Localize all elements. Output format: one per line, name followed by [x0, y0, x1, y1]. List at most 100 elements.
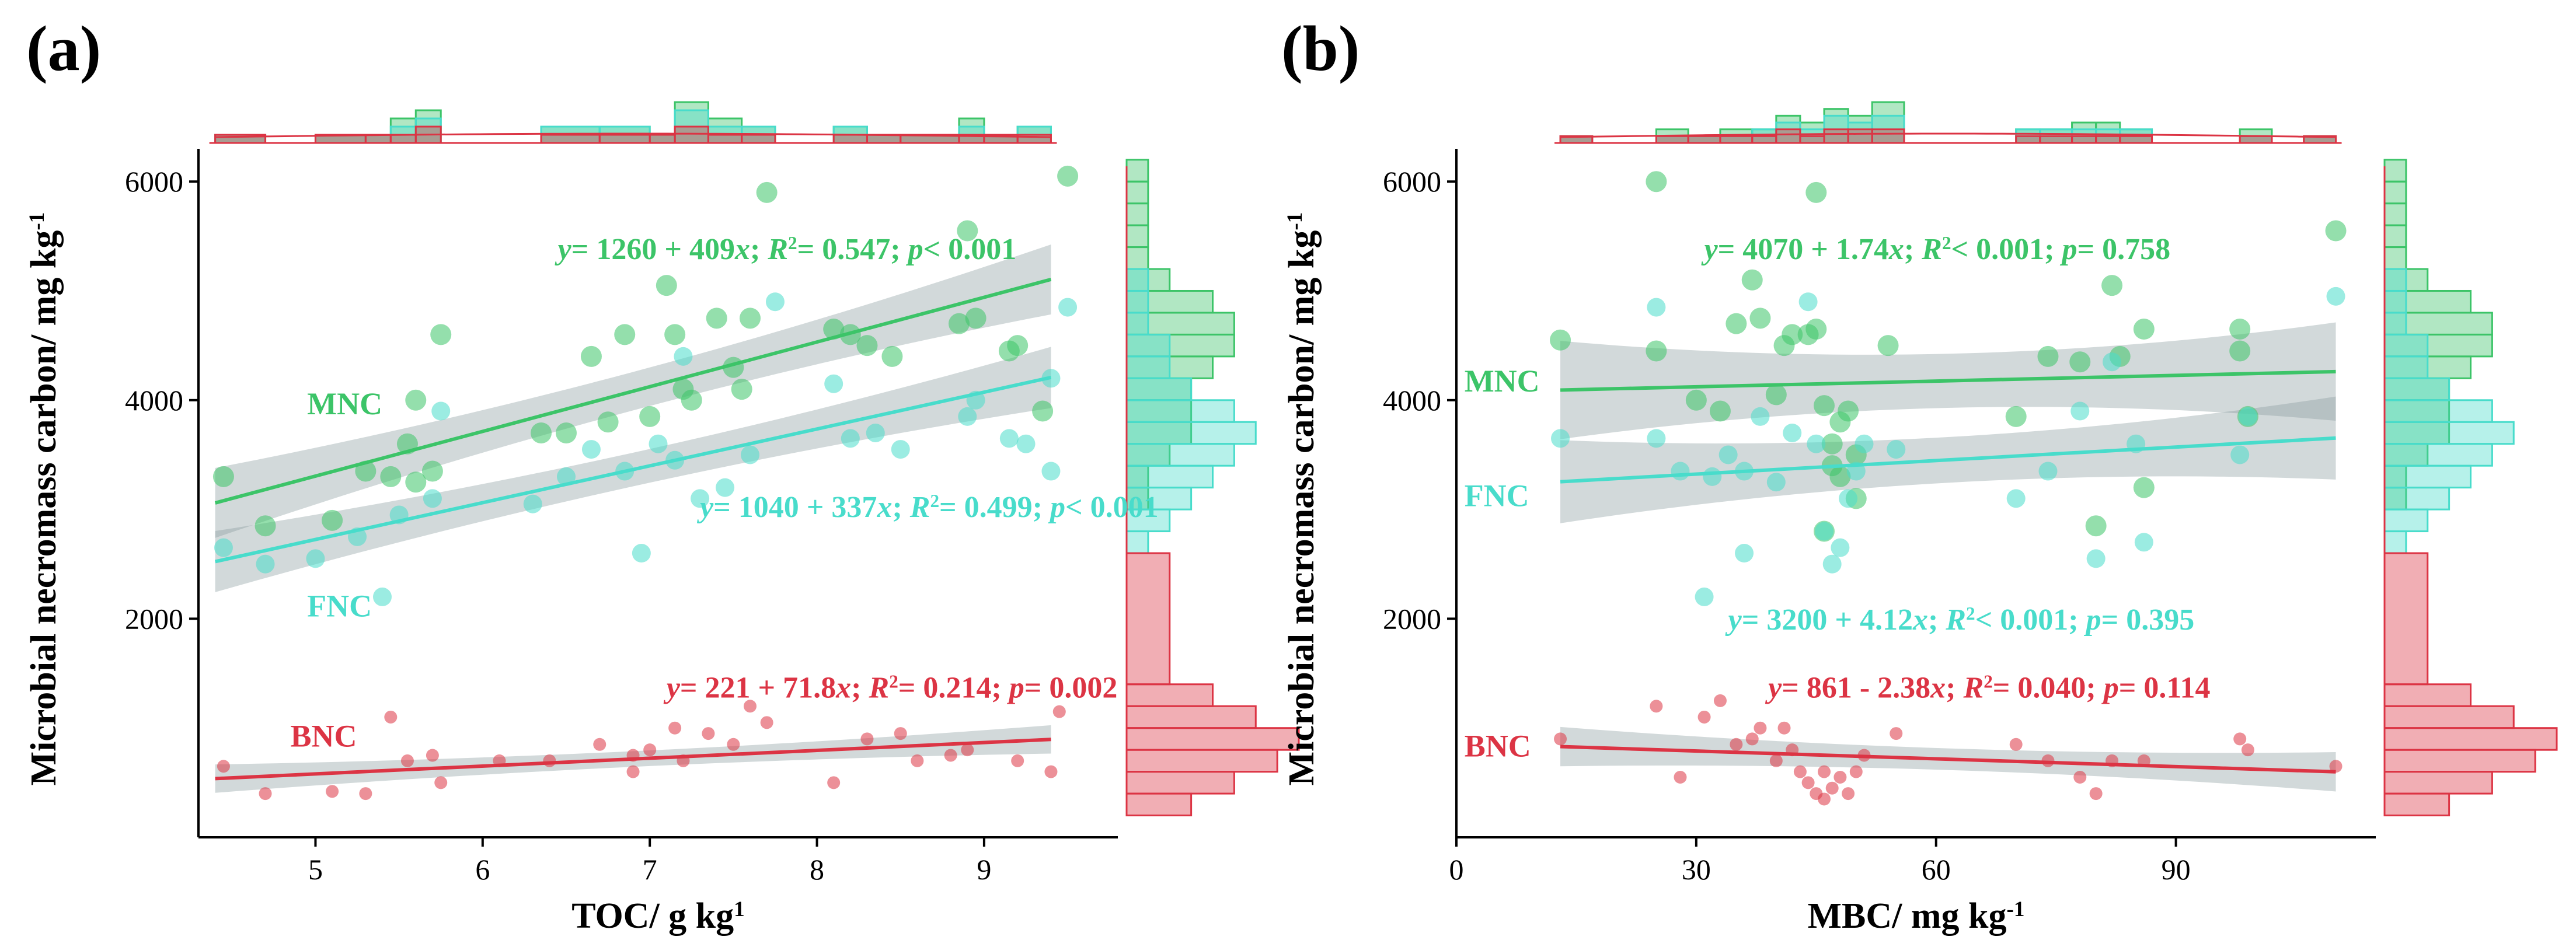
data-point — [626, 765, 640, 778]
data-point — [961, 743, 974, 757]
points-bnc — [1554, 694, 2343, 806]
data-point — [1818, 792, 1831, 806]
data-point — [1793, 765, 1807, 778]
x-tick-label: 6 — [475, 853, 490, 886]
fit-line-mnc — [1560, 369, 2336, 392]
data-point — [1719, 445, 1738, 464]
series-label-bnc: BNC — [1465, 728, 1531, 763]
data-point — [668, 721, 682, 735]
data-point — [1646, 171, 1667, 193]
eq-r-sup: 2 — [788, 233, 797, 253]
top-hist-bar-bnc — [741, 134, 776, 144]
data-point — [1765, 384, 1787, 406]
right-hist-bar-bnc — [2383, 705, 2515, 729]
x-tick-label: 90 — [2162, 853, 2191, 886]
x-axis-title-text: MBC/ mg kg — [1808, 896, 2007, 936]
data-point — [1709, 400, 1731, 422]
panel-label: (b) — [1281, 13, 1360, 84]
eq-r2-value: = 0.547; — [797, 233, 908, 266]
top-hist-bar-bnc — [832, 134, 868, 144]
x-axis-title: TOC/ g kg1 — [571, 896, 745, 936]
data-point — [580, 345, 602, 367]
top-hist-bar-bnc — [2039, 135, 2073, 144]
series-label-mnc: MNC — [307, 386, 382, 421]
right-hist-bar-mnc — [1125, 289, 1214, 314]
equation-mnc: y= 4070 + 1.74x; R2< 0.001; p= 0.758 — [1701, 233, 2171, 267]
data-point — [944, 749, 957, 762]
eq-r-sup: 2 — [1942, 233, 1951, 253]
data-point — [2005, 406, 2027, 427]
data-point — [2009, 738, 2023, 751]
y-tick-label: 4000 — [125, 384, 183, 417]
right-hist-bar-bnc — [1125, 792, 1193, 817]
data-point — [431, 401, 451, 421]
right-hist-bar-fnc — [2383, 268, 2407, 292]
data-point — [326, 785, 339, 798]
data-point — [1782, 324, 1803, 345]
data-point — [1777, 721, 1791, 735]
eq-p-value: < 0.001 — [923, 233, 1017, 266]
eq-lhs: y — [555, 233, 572, 266]
data-point — [1058, 298, 1078, 317]
data-point — [1726, 313, 1747, 334]
data-point — [740, 307, 761, 329]
right-hist-bar-fnc — [1125, 377, 1193, 401]
data-point — [1766, 473, 1786, 492]
right-hist-bar-fnc — [1125, 443, 1235, 467]
data-point — [965, 307, 987, 329]
data-point — [2103, 352, 2122, 372]
right-hist-bar-mnc — [2383, 159, 2407, 183]
equation-bnc: y= 861 - 2.38x; R2= 0.040; p= 0.114 — [1765, 671, 2210, 705]
series-label-fnc: FNC — [307, 589, 372, 624]
top-hist-bar-bnc — [540, 134, 601, 144]
eq-r: R — [1963, 671, 1984, 704]
equation-fnc: y= 3200 + 4.12x; R2< 0.001; p= 0.395 — [1725, 603, 2195, 637]
data-point — [656, 275, 677, 296]
data-point — [1801, 776, 1815, 789]
right-hist-bar-mnc — [1125, 202, 1149, 226]
eq-r: R — [869, 671, 890, 704]
data-point — [841, 429, 860, 448]
data-point — [1647, 429, 1666, 448]
top-hist-bar-bnc — [2239, 135, 2273, 144]
right-hist-bar-mnc — [2383, 246, 2407, 270]
data-point — [2069, 351, 2091, 373]
x-tick-label: 9 — [977, 853, 991, 886]
right-hist-bar-mnc — [1125, 224, 1149, 249]
top-hist-bar-bnc — [707, 134, 743, 144]
data-point — [557, 467, 576, 486]
data-point — [214, 538, 233, 557]
eq-r2-value: < 0.001; — [1975, 603, 2086, 637]
data-point — [400, 754, 414, 767]
eq-p: p — [1007, 671, 1024, 704]
eq-r: R — [1945, 603, 1966, 637]
data-point — [2085, 515, 2107, 537]
data-point — [824, 374, 843, 393]
right-hist-bar-bnc — [1125, 749, 1278, 773]
right-hist-bar-bnc — [1125, 552, 1171, 686]
data-point — [727, 738, 740, 751]
eq-lhs: y — [1701, 233, 1719, 266]
data-point — [2006, 489, 2026, 508]
eq-lhs: y — [1765, 671, 1782, 704]
right-hist-bar-fnc — [2383, 399, 2493, 423]
eq-p: p — [2059, 233, 2077, 266]
data-point — [1849, 765, 1863, 778]
top-hist-bar-bnc — [649, 134, 676, 144]
data-point — [1554, 732, 1567, 746]
data-point — [664, 324, 686, 345]
data-point — [2238, 407, 2257, 426]
top-marginal-histogram — [1554, 101, 2342, 144]
data-point — [2230, 445, 2250, 464]
eq-sep: ; — [750, 233, 768, 266]
eq-xvar: x — [876, 491, 892, 524]
top-hist-bar-bnc — [2095, 135, 2121, 144]
right-hist-bar-fnc — [1125, 508, 1171, 533]
fit-line-bnc — [1560, 745, 2336, 774]
eq-p: p — [906, 233, 923, 266]
eq-body: = 1040 + 337 — [713, 491, 877, 524]
data-point — [2086, 549, 2106, 568]
data-point — [2229, 340, 2251, 362]
data-point — [259, 787, 272, 801]
eq-r: R — [767, 233, 788, 266]
